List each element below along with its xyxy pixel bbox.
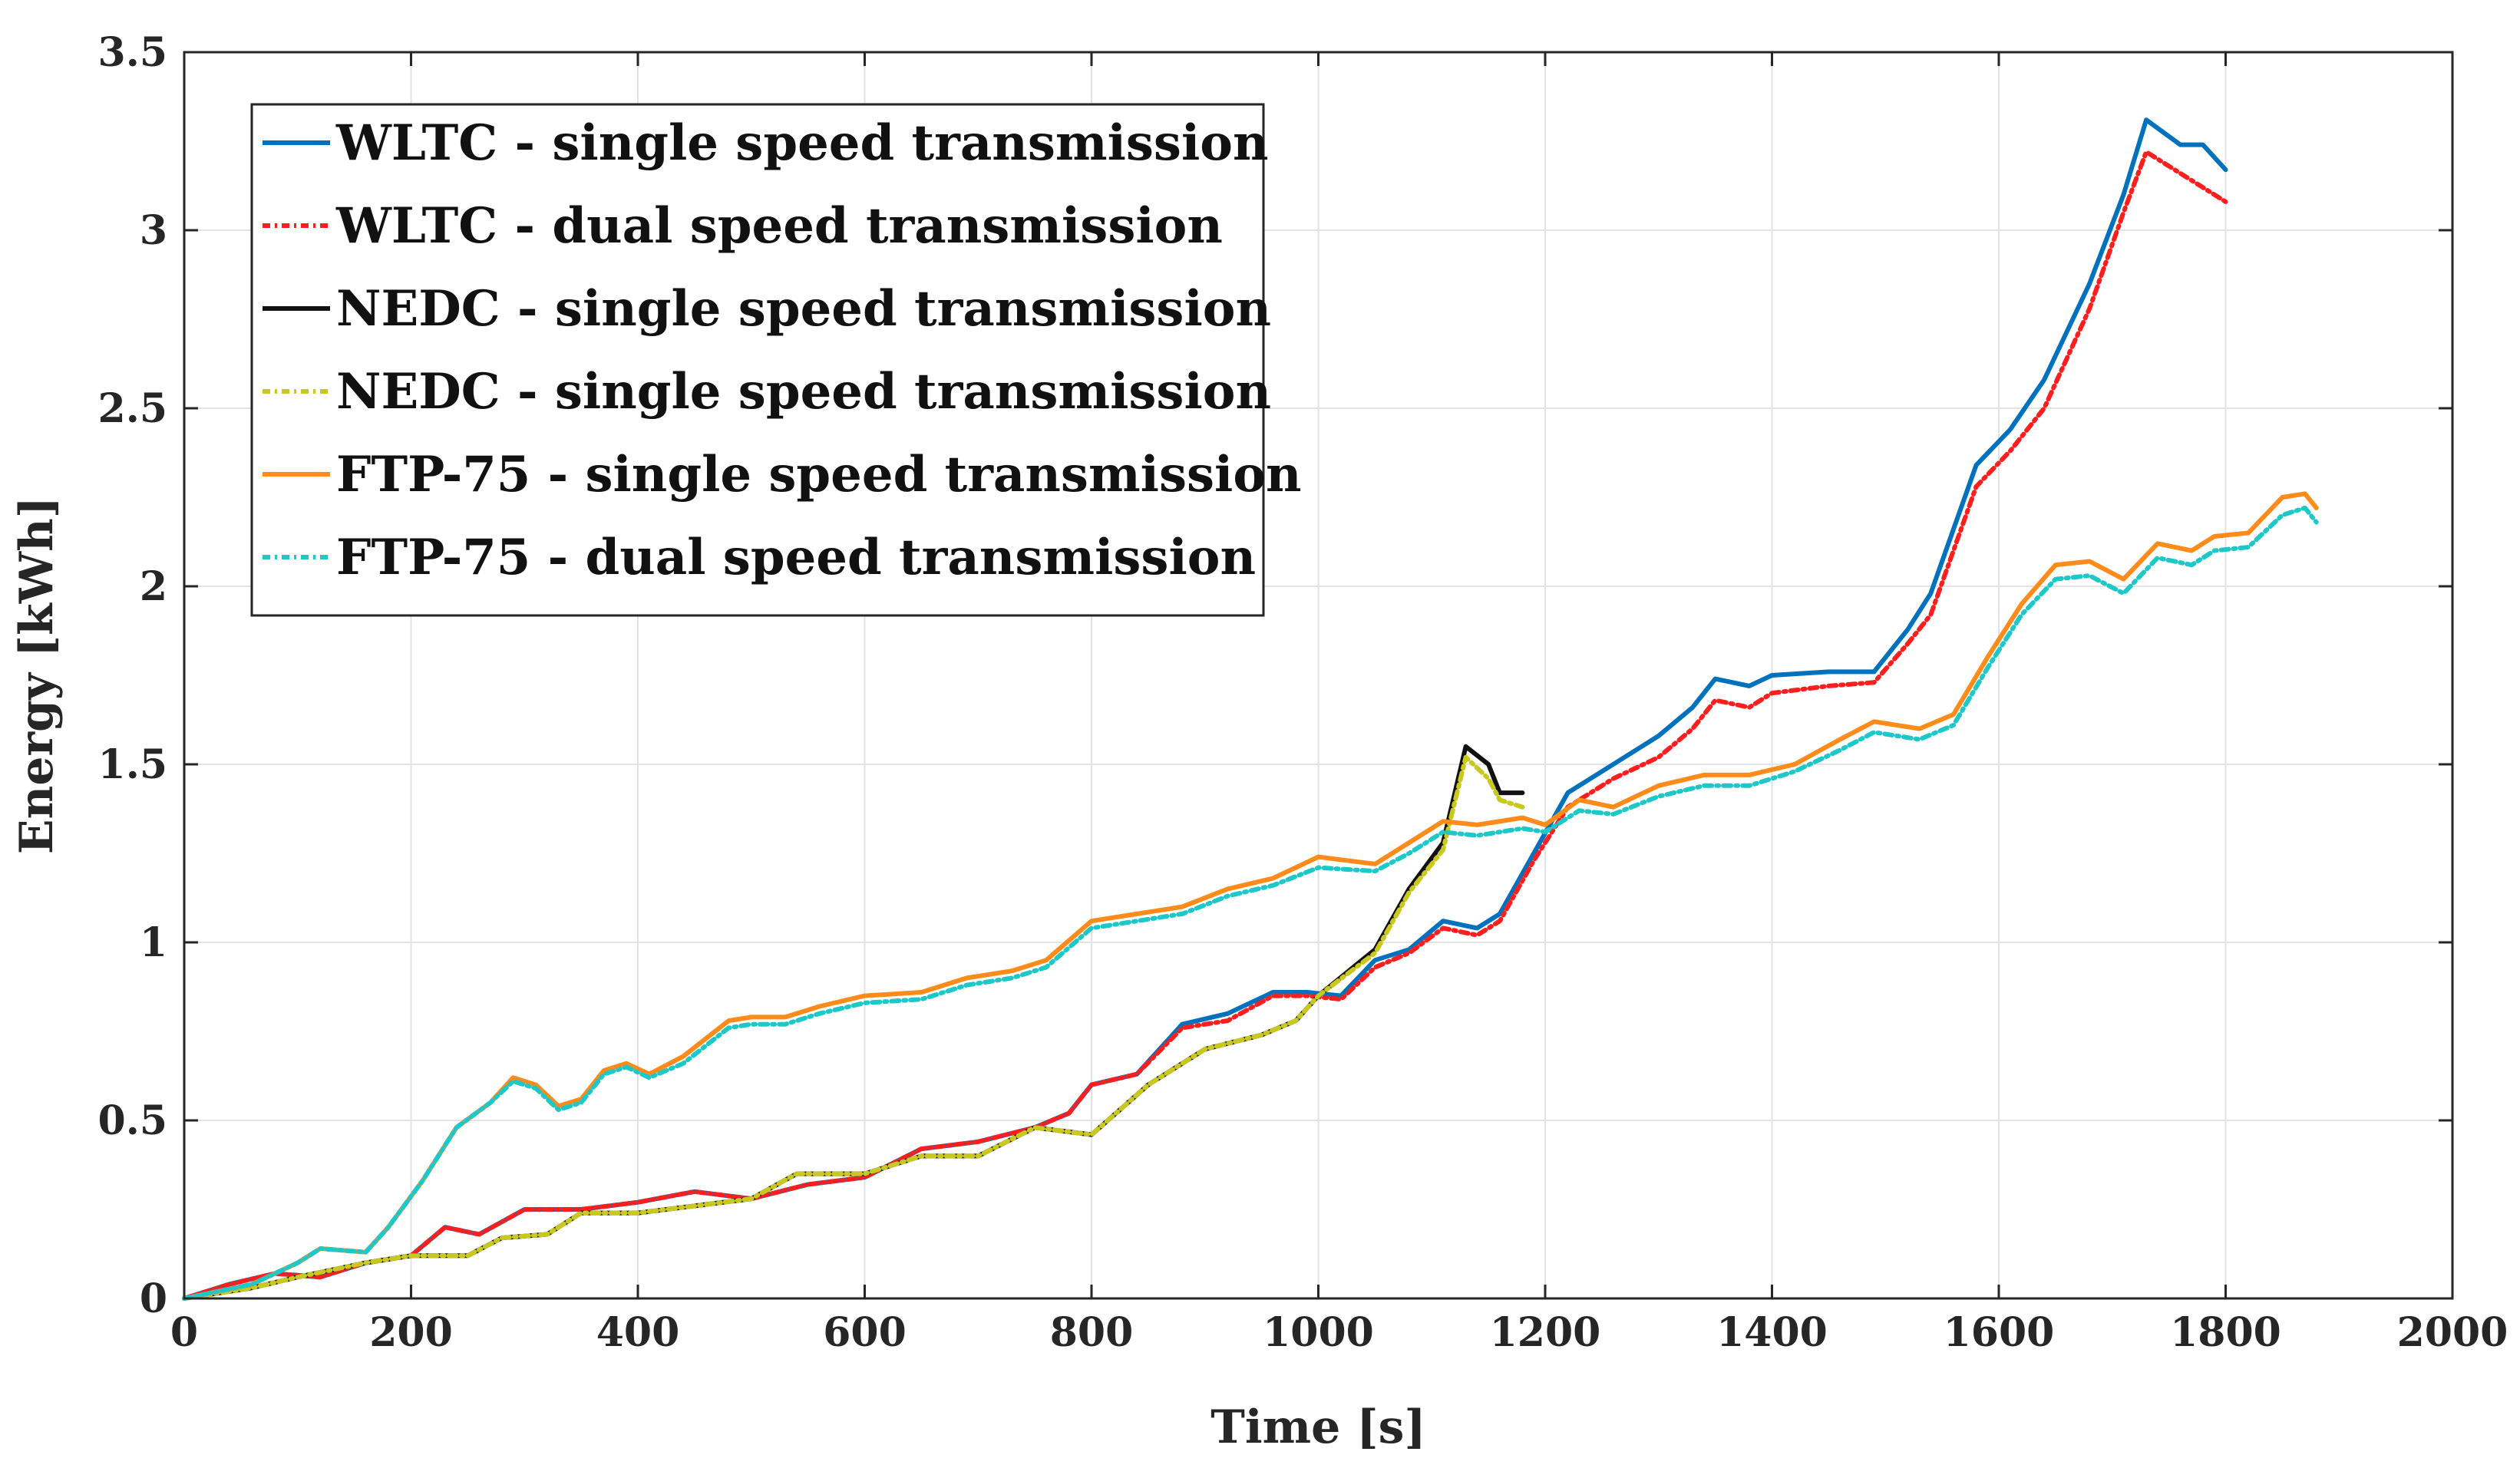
x-tick-label: 1600 xyxy=(1944,1309,2055,1356)
x-tick-label: 200 xyxy=(369,1309,453,1356)
x-tick-label: 1800 xyxy=(2170,1309,2281,1356)
x-tick-label: 400 xyxy=(596,1309,680,1356)
x-tick-label: 1400 xyxy=(1716,1309,1828,1356)
y-tick-label: 2 xyxy=(140,563,167,610)
legend-label: WLTC - dual speed transmission xyxy=(335,197,1223,255)
series-group xyxy=(182,117,2319,1301)
series-line-5 xyxy=(182,491,2319,1301)
legend-label: FTP-75 - single speed transmission xyxy=(336,446,1302,503)
y-tick-label: 3 xyxy=(140,207,167,254)
x-tick-label: 1200 xyxy=(1490,1309,1601,1356)
y-tick-label: 1.5 xyxy=(98,741,167,788)
series-line-2 xyxy=(182,149,2228,1301)
x-tick-label: 600 xyxy=(823,1309,907,1356)
legend-label: WLTC - single speed transmission xyxy=(335,114,1268,172)
legend-box xyxy=(250,103,1265,617)
y-tick-label: 3.5 xyxy=(98,29,167,76)
tick-labels: 0 200 400 600 800 1000 1200 1400 1600 1800 2000 0 0.… xyxy=(98,29,2508,1356)
y-tick-label: 0 xyxy=(140,1275,167,1322)
y-axis-label: Energy [kWh] xyxy=(10,497,64,854)
series-line-6 xyxy=(182,505,2319,1301)
x-tick-label: 1000 xyxy=(1263,1309,1374,1356)
x-tick-label: 2000 xyxy=(2397,1309,2508,1356)
axis-ticks xyxy=(183,51,2454,1300)
legend-label: FTP-75 - dual speed transmission xyxy=(336,529,1256,586)
series-line-4 xyxy=(182,754,1525,1301)
legend-label: NEDC - single speed transmission xyxy=(336,363,1271,421)
x-tick-label: 800 xyxy=(1050,1309,1134,1356)
y-tick-label: 2.5 xyxy=(98,385,167,432)
legend: WLTC - single speed transmission WLTC - d… xyxy=(250,103,1302,617)
legend-label: NEDC - single speed transmission xyxy=(336,280,1271,338)
x-tick-label: 0 xyxy=(170,1309,198,1356)
y-tick-label: 1 xyxy=(140,919,167,966)
x-axis-label: Time [s] xyxy=(1210,1400,1426,1454)
y-tick-label: 0.5 xyxy=(98,1097,167,1144)
